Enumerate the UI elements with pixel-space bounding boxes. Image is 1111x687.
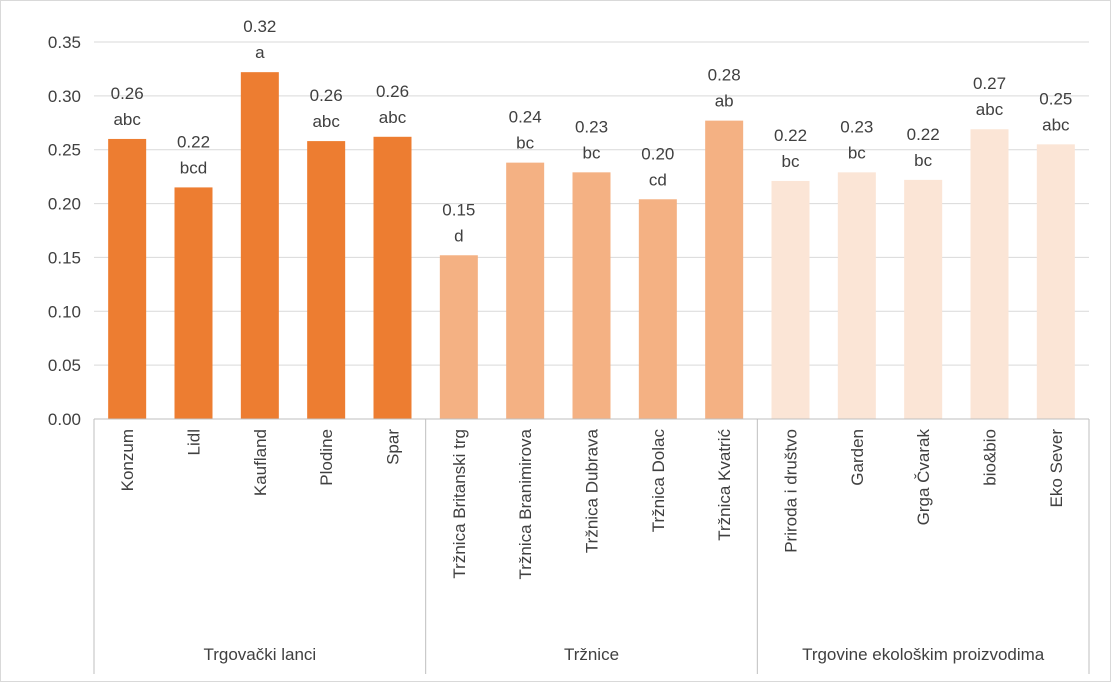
x-group-label: Trgovački lanci: [203, 645, 316, 664]
x-axis: Konzum Lidl Kaufland Plodine Spar Trgovački l…: [93, 418, 1090, 674]
x-tick-label: Tržnica Britanski trg: [450, 429, 469, 579]
bar-value-label: 0.15: [442, 200, 475, 219]
x-tick-label: Plodine: [317, 429, 336, 486]
x-tick-label: Garden: [848, 429, 867, 486]
bar: [572, 172, 611, 419]
x-tick-label: Tržnica Dubrava: [583, 428, 602, 553]
bar-letter-label: abc: [113, 110, 141, 129]
x-tick-label: Konzum: [118, 429, 137, 491]
bar-value-label: 0.24: [509, 108, 542, 127]
x-group-label: Trgovine ekološkim proizvodima: [802, 645, 1045, 664]
bar: [970, 129, 1009, 419]
bar-value-label: 0.26: [310, 86, 343, 105]
bar-value-label: 0.23: [840, 117, 873, 136]
x-tick-label: Tržnica Dolac: [649, 429, 668, 533]
bar-letter-label: a: [255, 43, 265, 62]
x-tick-label: Lidl: [185, 429, 204, 455]
x-tick-label: bio&bio: [981, 429, 1000, 486]
bar: [108, 138, 147, 419]
bar: [240, 72, 279, 419]
x-tick-label: Grga Čvarak: [914, 429, 933, 526]
bar-value-label: 0.23: [575, 117, 608, 136]
bar-letter-label: abc: [312, 112, 340, 131]
bar-value-label: 0.27: [973, 74, 1006, 93]
x-tick-label: Spar: [384, 429, 403, 465]
bar: [904, 179, 943, 419]
bar: [373, 136, 412, 419]
bar-letter-label: bc: [516, 134, 534, 153]
bar: [1036, 144, 1075, 420]
bar-letter-label: bc: [782, 152, 800, 171]
bar: [506, 162, 545, 419]
x-tick-label: Eko Sever: [1047, 429, 1066, 508]
bar-value-label: 0.32: [243, 17, 276, 36]
bar-letter-label: bcd: [180, 158, 207, 177]
bar: [705, 120, 744, 419]
bar-value-label: 0.20: [641, 144, 674, 163]
x-tick-label: Kaufland: [251, 429, 270, 496]
bar-letter-label: cd: [649, 170, 667, 189]
bar-letter-label: abc: [976, 100, 1004, 119]
y-tick-label: 0.35: [48, 33, 81, 52]
x-tick-label: Tržnica Kvatrić: [715, 429, 734, 541]
bar-value-label: 0.28: [708, 66, 741, 85]
bar-letter-label: bc: [914, 151, 932, 170]
y-tick-label: 0.30: [48, 87, 81, 106]
x-tick-label: Priroda i društvo: [782, 429, 801, 553]
bars: [108, 72, 1075, 420]
bar: [439, 255, 478, 419]
y-tick-label: 0.15: [48, 248, 81, 267]
bar-letter-label: d: [454, 226, 463, 245]
bar-value-label: 0.26: [376, 82, 409, 101]
y-axis-tick-labels: 0.00 0.05 0.10 0.15 0.20 0.25 0.30 0.35: [48, 33, 81, 429]
y-tick-label: 0.05: [48, 356, 81, 375]
bar-letter-label: abc: [1042, 115, 1070, 134]
y-tick-label: 0.25: [48, 141, 81, 160]
bar: [638, 199, 677, 419]
x-tick-label: Tržnica Branimirova: [516, 428, 535, 579]
y-tick-label: 0.20: [48, 195, 81, 214]
data-labels: 0.26 abc 0.22 bcd 0.32 a 0.26 abc 0.26 abc 0.15 d 0.…: [111, 17, 1073, 245]
bar-letter-label: ab: [715, 92, 734, 111]
x-group-label: Tržnice: [564, 645, 619, 664]
bar-letter-label: abc: [379, 108, 407, 127]
bar-value-label: 0.25: [1039, 89, 1072, 108]
bar-letter-label: bc: [848, 143, 866, 162]
bar-value-label: 0.22: [907, 125, 940, 144]
bar: [771, 180, 810, 419]
bar: [837, 172, 876, 419]
bar-value-label: 0.22: [774, 126, 807, 145]
bar-letter-label: bc: [583, 143, 601, 162]
bar-value-label: 0.22: [177, 132, 210, 151]
bar: [174, 187, 213, 419]
bar: [307, 141, 346, 419]
y-tick-label: 0.10: [48, 302, 81, 321]
bar-value-label: 0.26: [111, 84, 144, 103]
y-tick-label: 0.00: [48, 410, 81, 429]
